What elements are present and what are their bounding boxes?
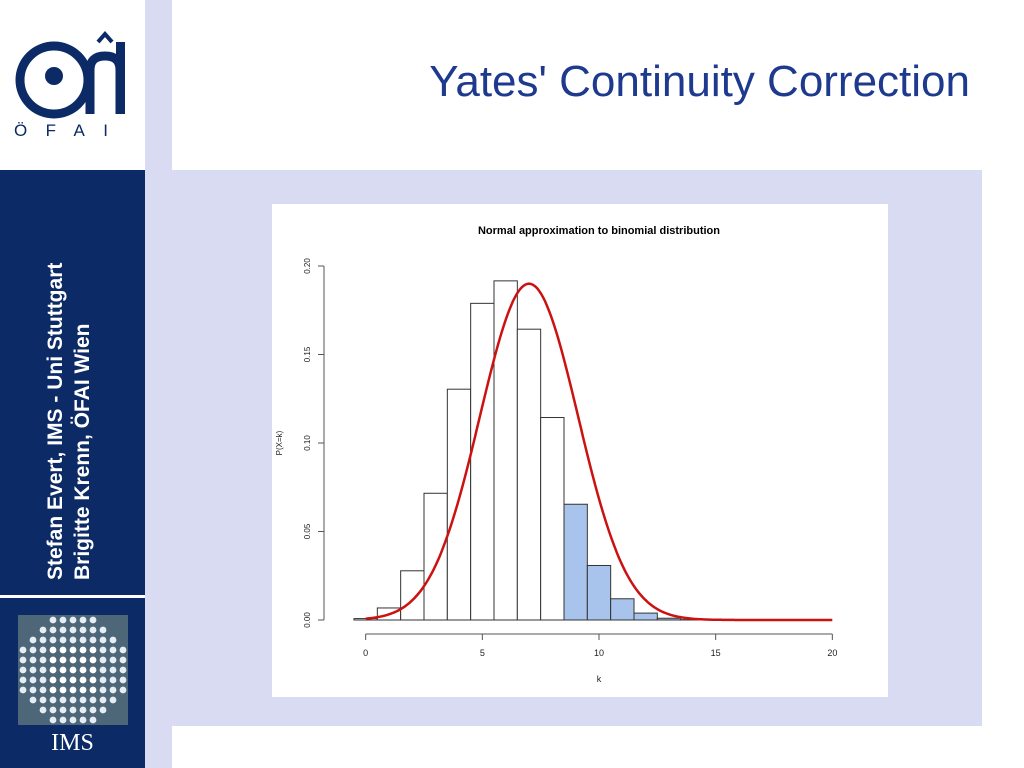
oefai-logo: ÖFAI xyxy=(14,30,130,140)
x-tick-label-20: 20 xyxy=(827,648,837,658)
bar-k10 xyxy=(586,564,612,621)
y-tick-label-0: 0.00 xyxy=(303,612,312,628)
bar-k4 xyxy=(446,388,472,621)
bar-k11 xyxy=(610,598,635,621)
y-tick-label-1: 0.05 xyxy=(303,523,312,539)
bar-k13 xyxy=(656,617,682,621)
logo-text: ÖFAI xyxy=(14,121,130,140)
bar-k5 xyxy=(470,302,495,621)
x-tick-label-10: 10 xyxy=(594,648,604,658)
x-tick-label-5: 5 xyxy=(480,648,485,658)
sidebar-divider xyxy=(0,595,145,598)
chart-title: Normal approximation to binomial distrib… xyxy=(478,225,720,237)
y-tick-label-3: 0.15 xyxy=(303,346,312,362)
chart-area: Normal approximation to binomial distrib… xyxy=(272,204,888,697)
author-lines: Stefan Evert, IMS - Uni Stuttgart Brigit… xyxy=(42,263,96,580)
slide-title: Yates' Continuity Correction xyxy=(429,57,970,106)
bar-k12 xyxy=(633,612,658,621)
x-tick-label-0: 0 xyxy=(363,648,368,658)
ims-photo xyxy=(18,615,128,725)
author-line-2: Brigitte Krenn, ÖFAI Wien xyxy=(71,323,94,581)
bar-k3 xyxy=(423,492,448,621)
bar-k7 xyxy=(516,328,542,621)
bar-k2 xyxy=(400,570,425,621)
x-tick-label-15: 15 xyxy=(711,648,721,658)
x-axis-label: k xyxy=(597,674,602,684)
y-tick-label-2: 0.10 xyxy=(303,435,312,451)
bar-k9 xyxy=(563,503,588,621)
normal-curve xyxy=(365,282,833,622)
chart-svg: Normal approximation to binomial distrib… xyxy=(275,225,837,684)
author-line-1: Stefan Evert, IMS - Uni Stuttgart xyxy=(44,262,67,580)
bar-k8 xyxy=(540,417,565,621)
bar-k6 xyxy=(493,280,518,621)
sidebar-stripe xyxy=(145,0,172,768)
y-axis-label: P(X=k) xyxy=(275,430,284,455)
y-tick-label-4: 0.20 xyxy=(303,258,312,274)
ims-label: IMS xyxy=(51,730,94,756)
